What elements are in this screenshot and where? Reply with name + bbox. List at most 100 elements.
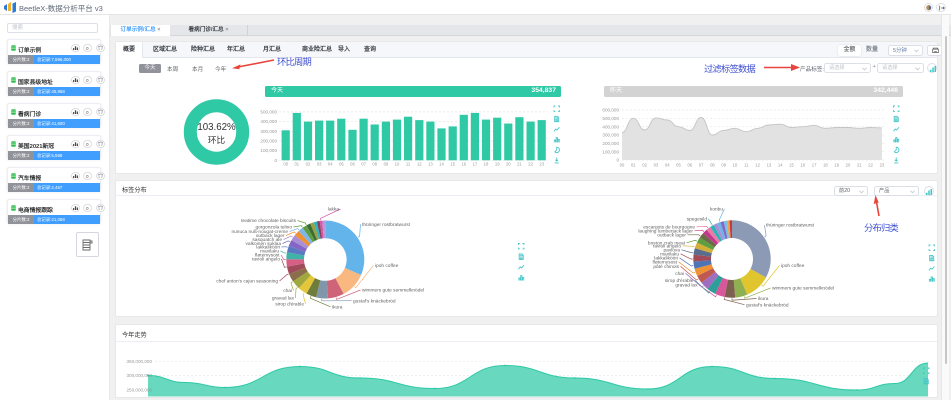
svg-text:14: 14 [439, 162, 444, 167]
svg-text:01: 01 [631, 162, 636, 167]
svg-text:500,000: 500,000 [260, 110, 277, 115]
svg-text:400,000: 400,000 [602, 124, 619, 129]
svg-text:250,000,000: 250,000,000 [126, 387, 152, 392]
svg-text:16: 16 [800, 162, 805, 167]
svg-text:350,000,000: 350,000,000 [126, 359, 152, 364]
svg-text:gravad lax: gravad lax [272, 296, 295, 302]
svg-text:nunuca nuß-nougat-creme: nunuca nuß-nougat-creme [231, 229, 288, 235]
svg-text:sirop d'érable: sirop d'érable [665, 278, 694, 284]
svg-text:ikura: ikura [758, 296, 769, 302]
svg-text:konbu: konbu [710, 207, 723, 213]
svg-text:laughing lumberjack lager: laughing lumberjack lager [638, 229, 693, 235]
svg-text:boston crab meat: boston crab meat [648, 241, 686, 247]
svg-text:sasquatch ale: sasquatch ale [252, 237, 282, 243]
svg-text:13: 13 [767, 162, 772, 167]
svg-text:300,000,000: 300,000,000 [126, 373, 152, 378]
svg-text:01: 01 [294, 162, 299, 167]
svg-text:04: 04 [665, 162, 670, 167]
svg-text:teatime chocolate biscuits: teatime chocolate biscuits [241, 218, 297, 224]
svg-text:chai: chai [675, 271, 684, 277]
svg-text:03: 03 [654, 162, 659, 167]
svg-text:lakka: lakka [328, 207, 340, 213]
svg-text:200,000: 200,000 [260, 139, 277, 144]
svg-text:0: 0 [616, 158, 619, 163]
svg-text:10: 10 [395, 162, 400, 167]
svg-text:0: 0 [274, 158, 277, 163]
svg-text:outback lager: outback lager [256, 233, 285, 239]
svg-text:18: 18 [823, 162, 828, 167]
svg-text:06: 06 [687, 162, 692, 167]
svg-text:thüringer rostbratwurst: thüringer rostbratwurst [766, 223, 815, 229]
svg-text:chai: chai [283, 288, 292, 294]
svg-text:17: 17 [473, 162, 478, 167]
svg-text:11: 11 [406, 162, 411, 167]
svg-text:21: 21 [857, 162, 862, 167]
svg-text:16: 16 [461, 162, 466, 167]
svg-text:05: 05 [676, 162, 681, 167]
svg-text:00: 00 [620, 162, 625, 167]
svg-text:13: 13 [428, 162, 433, 167]
svg-text:200,000: 200,000 [602, 141, 619, 146]
svg-text:ravioli angelo: ravioli angelo [653, 244, 682, 250]
svg-text:400,000: 400,000 [260, 119, 277, 124]
svg-text:17: 17 [812, 162, 817, 167]
svg-text:19: 19 [834, 162, 839, 167]
svg-text:fløtemysost: fløtemysost [652, 260, 677, 266]
svg-text:pavlova: pavlova [663, 248, 680, 254]
svg-text:11: 11 [744, 162, 749, 167]
svg-text:100,000: 100,000 [602, 149, 619, 154]
svg-text:600,000: 600,000 [602, 108, 619, 113]
svg-text:ipoh coffee: ipoh coffee [375, 263, 399, 269]
svg-text:ipoh coffee: ipoh coffee [781, 263, 805, 269]
svg-text:14: 14 [778, 162, 783, 167]
svg-text:02: 02 [642, 162, 647, 167]
svg-text:pâté chinois: pâté chinois [653, 264, 679, 270]
svg-text:wimmers gute semmelknödel: wimmers gute semmelknödel [362, 288, 424, 294]
svg-text:thüringer rostbratwurst: thüringer rostbratwurst [362, 222, 411, 228]
svg-text:500,000: 500,000 [602, 116, 619, 121]
svg-text:12: 12 [417, 162, 422, 167]
svg-text:08: 08 [372, 162, 377, 167]
svg-text:23: 23 [539, 162, 544, 167]
svg-text:10: 10 [733, 162, 738, 167]
svg-text:18: 18 [484, 162, 489, 167]
svg-text:07: 07 [361, 162, 366, 167]
svg-text:22: 22 [868, 162, 873, 167]
svg-text:maxilaku: maxilaku [660, 252, 679, 258]
svg-text:15: 15 [789, 162, 794, 167]
svg-text:300,000: 300,000 [260, 129, 277, 134]
svg-text:gorgonzola telino: gorgonzola telino [255, 225, 292, 231]
svg-text:22: 22 [528, 162, 533, 167]
svg-text:19: 19 [495, 162, 500, 167]
svg-text:lakkalikööri: lakkalikööri [654, 256, 678, 262]
svg-text:lakkalikööri: lakkalikööri [256, 245, 280, 251]
svg-text:03: 03 [317, 162, 322, 167]
svg-text:gustaf's knäckebröd: gustaf's knäckebröd [746, 302, 789, 308]
svg-text:09: 09 [384, 162, 389, 167]
svg-text:maxilaku: maxilaku [260, 249, 279, 255]
svg-text:07: 07 [699, 162, 704, 167]
svg-text:chef anton's cajun seasoning: chef anton's cajun seasoning [216, 279, 278, 285]
svg-text:ikura: ikura [332, 305, 343, 311]
svg-text:escargots de bourgogne: escargots de bourgogne [643, 225, 695, 231]
svg-text:12: 12 [755, 162, 760, 167]
svg-text:valkoinen suklaa: valkoinen suklaa [246, 241, 282, 247]
svg-text:100,000: 100,000 [260, 148, 277, 153]
svg-text:fløtemysost: fløtemysost [255, 253, 280, 259]
svg-text:00: 00 [283, 162, 288, 167]
svg-text:spegesild: spegesild [687, 217, 708, 223]
svg-text:20: 20 [846, 162, 851, 167]
svg-text:20: 20 [506, 162, 511, 167]
svg-text:08: 08 [710, 162, 715, 167]
svg-text:gustaf's knäckebröd: gustaf's knäckebröd [353, 298, 396, 304]
svg-text:05: 05 [339, 162, 344, 167]
svg-text:23: 23 [880, 162, 885, 167]
svg-text:gravad lax: gravad lax [675, 283, 698, 289]
svg-text:09: 09 [721, 162, 726, 167]
svg-text:15: 15 [450, 162, 455, 167]
svg-text:sirop d'érable: sirop d'érable [275, 302, 304, 308]
svg-text:02: 02 [306, 162, 311, 167]
svg-text:04: 04 [328, 162, 333, 167]
svg-text:ravioli angelo: ravioli angelo [252, 257, 281, 263]
svg-text:300,000: 300,000 [602, 133, 619, 138]
